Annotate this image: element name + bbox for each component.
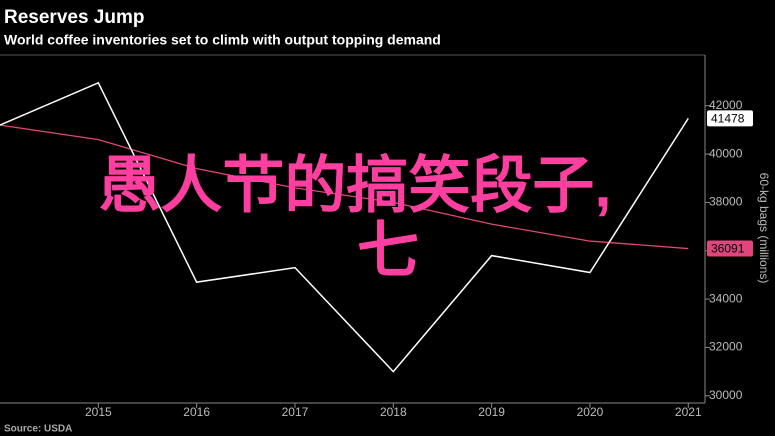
y-tick-label: 40000 — [709, 146, 743, 160]
y-axis-label: 60-kg bags (millions) — [757, 173, 771, 284]
y-tick-label: 30000 — [709, 388, 743, 402]
line — [0, 81, 689, 373]
x-tick-label: 2018 — [380, 405, 407, 419]
chart-subtitle: World coffee inventories set to climb wi… — [4, 32, 441, 48]
y-tick-label: 42000 — [709, 98, 743, 112]
end-label: 36091 — [711, 242, 745, 256]
end-label: 41478 — [711, 112, 745, 126]
end-label-bg — [707, 240, 753, 257]
line — [0, 124, 689, 250]
x-tick-label: 2020 — [577, 405, 604, 419]
x-tick-label: 2021 — [675, 405, 702, 419]
source: Source: USDA — [4, 424, 72, 435]
x-tick-label: 2015 — [85, 405, 112, 419]
x-tick-label: 2017 — [282, 405, 309, 419]
chart-title: Reserves Jump — [4, 7, 144, 28]
y-tick-label: 38000 — [709, 195, 743, 209]
x-tick-label: 2016 — [183, 405, 210, 419]
x-tick-label: 2019 — [478, 405, 505, 419]
y-tick-label: 34000 — [709, 291, 743, 305]
end-label-bg — [707, 110, 753, 127]
y-tick-label: 32000 — [709, 340, 743, 354]
overlay-text: 七 — [357, 216, 419, 285]
overlay-text: 愚人节的搞笑段子, — [98, 151, 611, 220]
